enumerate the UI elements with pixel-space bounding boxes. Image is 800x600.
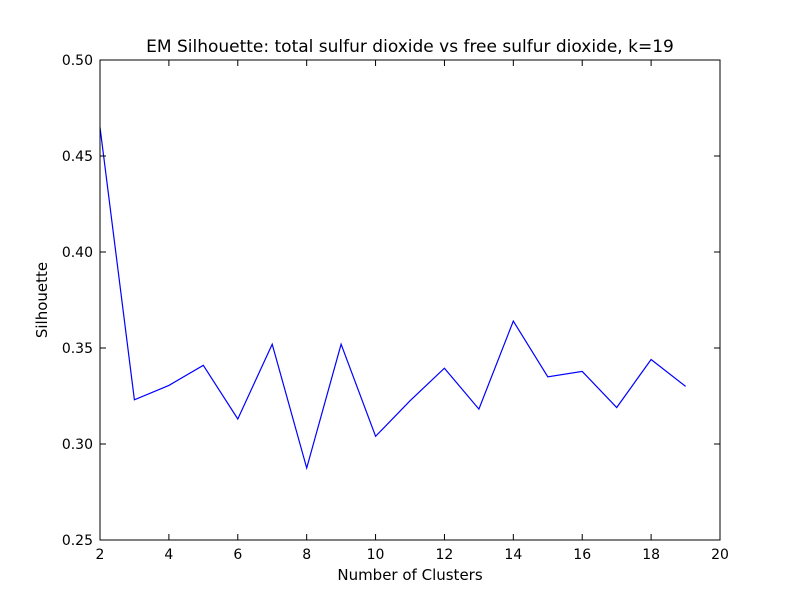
y-tick-label: 0.50 — [62, 53, 93, 69]
x-tick-label: 4 — [164, 547, 173, 563]
x-axis-label: Number of Clusters — [337, 566, 482, 584]
y-tick-label: 0.30 — [62, 437, 93, 453]
plot-area — [100, 127, 686, 471]
x-tick-label: 14 — [504, 547, 522, 563]
x-tick-label: 18 — [642, 547, 660, 563]
x-tick-label: 8 — [302, 547, 311, 563]
y-tick-label: 0.40 — [62, 245, 93, 261]
chart-title: EM Silhouette: total sulfur dioxide vs f… — [146, 37, 674, 57]
y-tick-label: 0.35 — [62, 341, 93, 357]
y-tick-label: 0.45 — [62, 149, 93, 165]
plot-frame — [99, 59, 721, 541]
series-line — [100, 127, 686, 471]
x-tick-label: 2 — [96, 547, 105, 563]
y-tick-label: 0.25 — [62, 533, 93, 549]
axis-ticks: 2 4 6 8 10 12 14 16 18 20 0.25 0.30 0.35 0.40 0.45 0.50 — [62, 53, 729, 563]
x-tick-label: 10 — [367, 547, 385, 563]
x-tick-label: 16 — [573, 547, 591, 563]
x-tick-label: 20 — [711, 547, 729, 563]
x-tick-label: 12 — [436, 547, 454, 563]
x-tick-label: 6 — [233, 547, 242, 563]
y-axis-label: Silhouette — [33, 262, 51, 338]
